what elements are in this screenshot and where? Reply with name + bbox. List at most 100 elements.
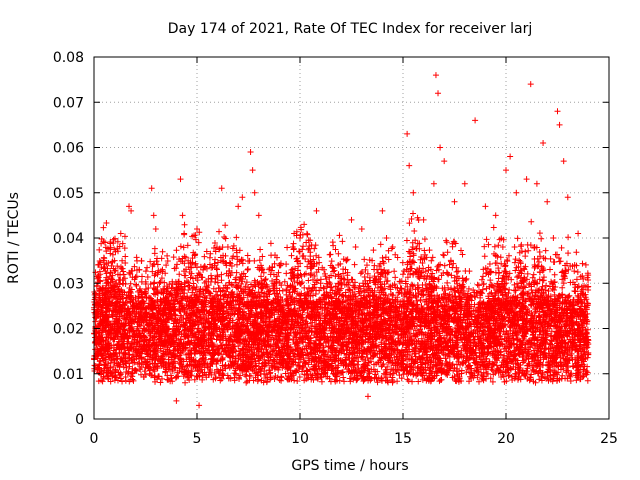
data-point [95,274,102,281]
data-point [574,269,581,276]
data-point [405,377,412,384]
data-point [419,260,426,267]
data-point [407,253,414,260]
data-point [212,256,219,263]
data-point [101,239,108,246]
data-point [575,283,582,290]
data-point [514,280,521,287]
data-point [524,270,531,277]
data-point [100,224,107,231]
data-point [214,291,221,298]
data-point [208,275,215,282]
data-point [514,274,521,281]
data-point [377,241,384,248]
data-point [481,253,488,260]
data-point [258,273,265,280]
data-point [222,222,229,229]
data-point [441,262,448,269]
data-point [458,247,465,254]
data-point [208,264,215,271]
data-point [475,282,482,289]
data-point [122,260,129,267]
data-point [142,268,149,275]
data-point [326,251,333,258]
data-point [308,271,315,278]
data-point [565,234,572,241]
data-point [426,247,433,254]
data-point [251,257,258,264]
data-point [216,245,223,252]
data-point [565,250,572,257]
data-point [440,252,447,259]
points-layer [91,72,592,409]
data-point [429,270,436,277]
data-point [173,247,180,254]
data-point [465,285,472,292]
data-point [459,251,466,258]
data-point [443,239,450,246]
data-point [208,272,215,279]
data-point [96,246,103,253]
data-point [403,237,410,244]
data-point [119,257,126,264]
data-point [103,220,110,227]
data-point [201,253,208,260]
data-point [342,298,349,305]
data-point [233,269,240,276]
data-point [410,210,417,217]
data-point [489,367,496,374]
data-point [133,281,140,288]
data-point [490,224,497,231]
data-point [294,378,301,385]
data-point [212,248,219,255]
data-point [440,251,447,258]
data-point [164,252,171,259]
data-point [536,230,543,237]
data-point [233,234,240,241]
data-point [119,378,126,385]
data-point [332,246,339,253]
data-point [284,244,291,251]
data-point [413,297,420,304]
data-point [407,370,414,377]
data-point [127,280,134,287]
data-point [185,286,192,293]
data-point [433,362,440,369]
data-point [487,277,494,284]
data-point [301,284,308,291]
data-point [551,286,558,293]
data-point [336,232,343,239]
data-point [181,221,188,228]
data-point [170,254,177,261]
data-point [267,240,274,247]
data-point [543,282,550,289]
data-point [505,252,512,259]
data-point [311,245,318,252]
data-point [361,256,368,263]
data-point [341,378,348,385]
data-point [177,243,184,250]
data-point [243,279,250,286]
data-point [392,274,399,281]
data-point [514,235,521,242]
data-point [404,274,411,281]
data-point [323,276,330,283]
data-point [530,271,537,278]
data-point [303,230,310,237]
data-point [428,257,435,264]
data-point [547,266,554,273]
data-point [378,363,385,370]
data-point [443,237,450,244]
data-point [174,261,181,268]
data-point [305,277,312,284]
data-point [218,271,225,278]
data-point [242,273,249,280]
data-point [281,278,288,285]
data-point [542,247,549,254]
data-point [351,261,358,268]
data-point [573,249,580,256]
data-point [357,270,364,277]
data-point [559,276,566,283]
data-point [133,273,140,280]
